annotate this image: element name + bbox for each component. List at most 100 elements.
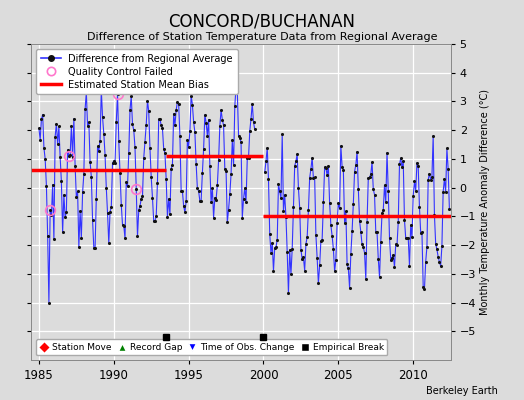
Point <box>385 235 394 242</box>
Point <box>329 246 337 252</box>
Point <box>443 145 451 152</box>
Point <box>380 182 389 188</box>
Point <box>310 174 319 181</box>
Point <box>131 144 139 150</box>
Point <box>60 192 68 198</box>
Point <box>427 176 435 183</box>
Point <box>430 211 439 218</box>
Point <box>50 236 58 242</box>
Point <box>399 158 408 164</box>
Point <box>119 222 128 229</box>
Point <box>165 196 173 202</box>
Point <box>343 260 351 267</box>
Point <box>47 212 56 219</box>
Point <box>59 229 67 236</box>
Point <box>305 175 314 181</box>
Point <box>125 150 133 157</box>
Point <box>280 192 289 198</box>
Point <box>308 154 316 161</box>
Point <box>296 204 304 211</box>
Point <box>264 176 272 182</box>
Point <box>231 103 239 109</box>
Point <box>445 206 454 212</box>
Point <box>191 129 199 136</box>
Point <box>35 125 43 132</box>
Point <box>368 159 376 165</box>
Point <box>415 204 423 210</box>
Point <box>112 118 121 125</box>
Point <box>318 236 326 243</box>
Point <box>438 243 446 249</box>
Point <box>212 196 220 203</box>
Point <box>331 268 339 274</box>
Point <box>239 196 248 202</box>
Point <box>80 171 88 177</box>
Point <box>421 259 430 265</box>
Point <box>126 106 134 113</box>
Point <box>286 246 294 253</box>
Point <box>172 107 180 113</box>
Point <box>435 259 444 266</box>
Point <box>361 250 369 256</box>
Point <box>227 171 235 177</box>
Point <box>70 116 78 122</box>
Point <box>236 135 244 141</box>
Point <box>344 265 353 272</box>
Point <box>324 163 333 169</box>
Point <box>137 196 146 202</box>
Point <box>341 220 349 227</box>
Point <box>158 125 167 132</box>
Point <box>243 155 252 162</box>
Point <box>379 207 387 213</box>
Point <box>200 146 208 152</box>
Point <box>187 92 195 99</box>
Point <box>333 220 341 226</box>
Point <box>182 198 190 205</box>
Point <box>197 198 205 204</box>
Point <box>299 254 308 261</box>
Point <box>389 252 397 258</box>
Y-axis label: Monthly Temperature Anomaly Difference (°C): Monthly Temperature Anomaly Difference (… <box>481 89 490 315</box>
Point <box>351 168 359 175</box>
Point <box>409 193 418 199</box>
Point <box>156 116 164 122</box>
Point <box>176 132 184 139</box>
Point <box>352 162 360 168</box>
Point <box>111 159 119 166</box>
Point <box>276 188 284 194</box>
Point <box>210 214 218 221</box>
Point <box>354 186 363 192</box>
Point <box>425 170 434 177</box>
Point <box>303 234 311 240</box>
Point <box>349 201 357 207</box>
Point <box>362 276 370 282</box>
Point <box>169 110 178 117</box>
Point <box>244 154 253 161</box>
Point <box>316 238 325 244</box>
Point <box>230 162 238 168</box>
Point <box>272 244 280 250</box>
Point <box>122 179 130 185</box>
Point <box>282 214 290 220</box>
Point <box>439 188 447 195</box>
Point <box>410 178 419 184</box>
Point <box>339 166 347 173</box>
Point <box>85 119 93 125</box>
Point <box>123 183 132 190</box>
Point <box>93 143 102 150</box>
Point <box>101 152 109 158</box>
Point <box>347 251 355 257</box>
Point <box>201 112 209 118</box>
Point <box>294 185 303 192</box>
Point <box>398 164 406 171</box>
Point <box>325 200 334 206</box>
Point <box>207 199 215 205</box>
Point <box>423 244 431 250</box>
Point <box>121 235 129 242</box>
Point <box>133 233 141 240</box>
Point <box>268 240 277 246</box>
Point <box>192 160 200 167</box>
Point <box>64 153 73 159</box>
Point <box>194 188 203 194</box>
Point <box>96 138 104 144</box>
